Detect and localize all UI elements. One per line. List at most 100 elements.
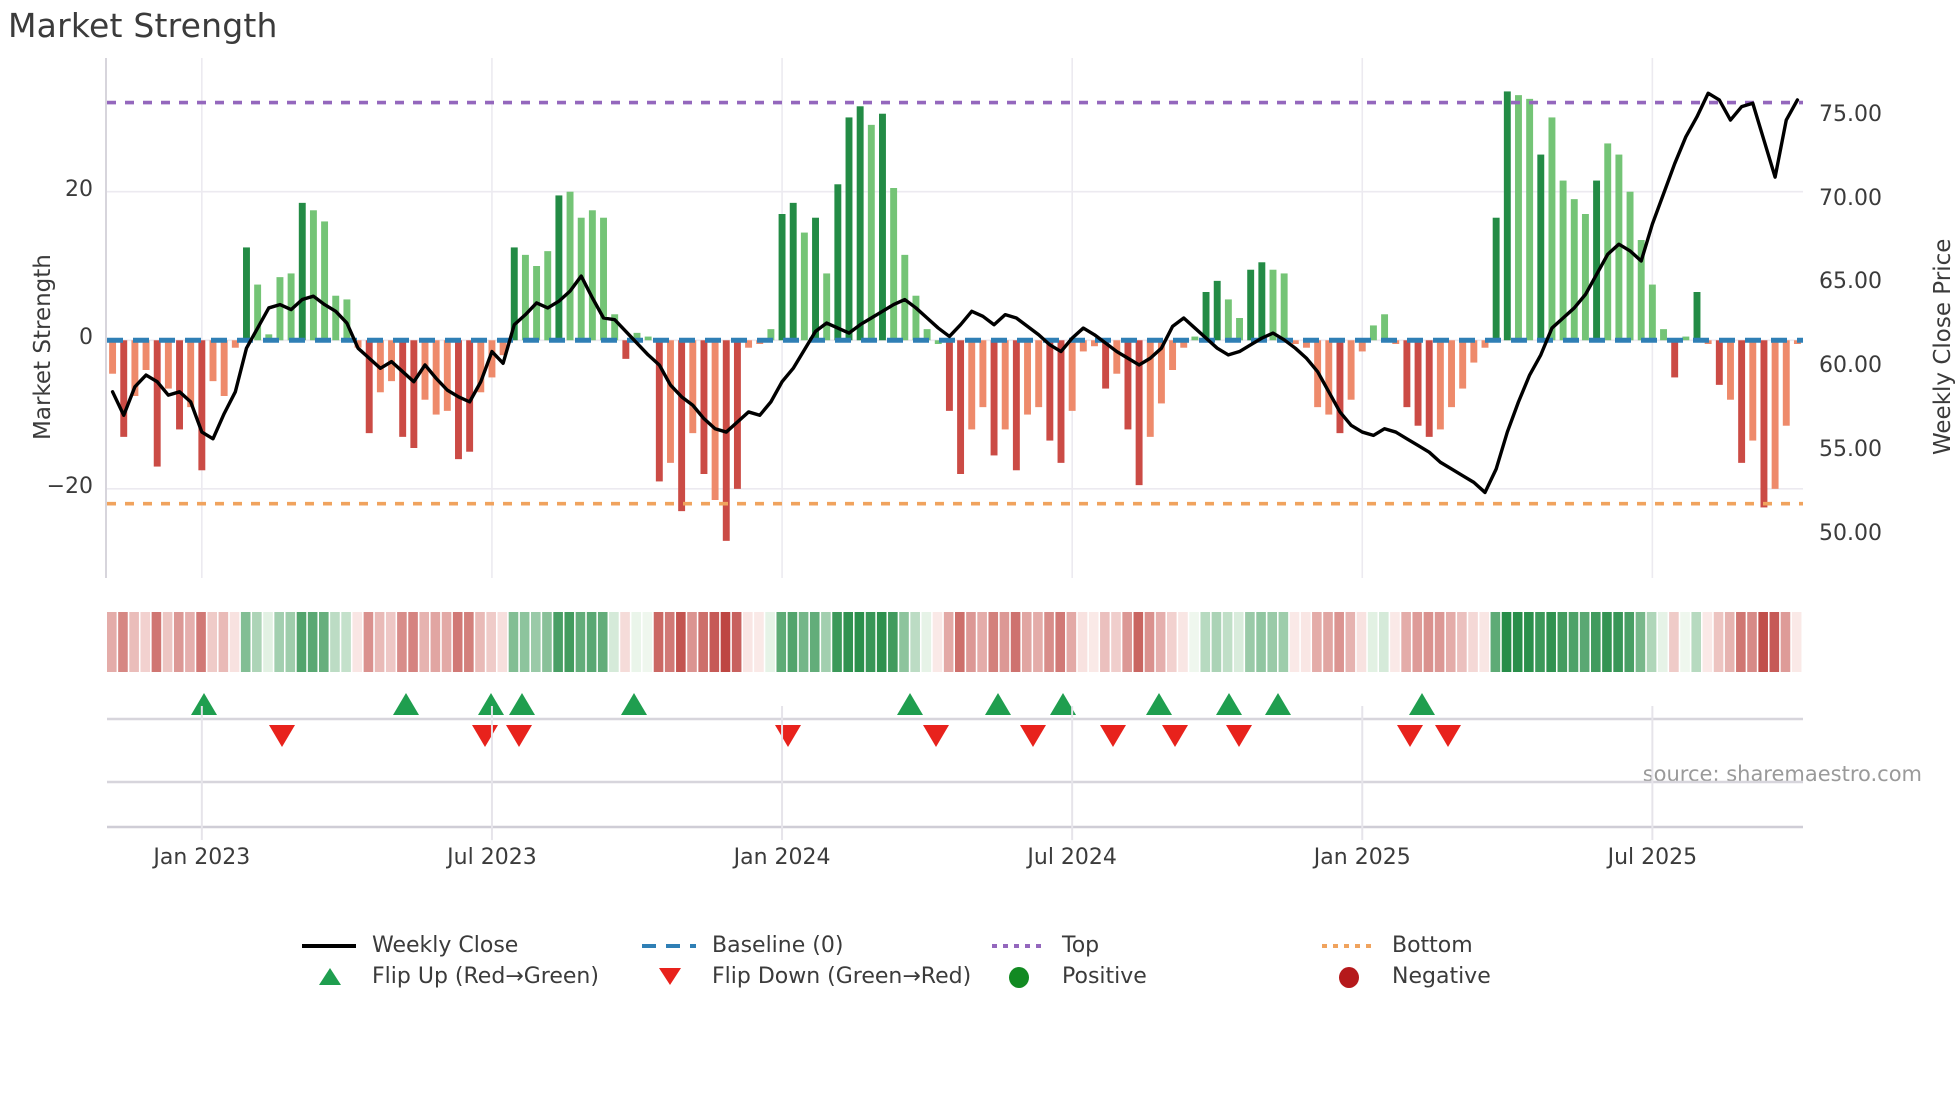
heatmap-cell [754, 612, 764, 672]
flip-up-marker[interactable] [985, 693, 1011, 715]
legend-item[interactable]: Negative [1320, 961, 1660, 992]
strength-bar [231, 340, 239, 348]
dotted-line-icon [992, 943, 1046, 948]
heatmap-cell [341, 612, 351, 672]
legend-item[interactable]: Positive [990, 961, 1320, 992]
heatmap-cell [1267, 612, 1278, 672]
heatmap-cell [664, 612, 675, 672]
heatmap-cell [1423, 612, 1434, 672]
flip-up-marker[interactable] [1216, 693, 1242, 715]
legend-item[interactable]: Top [990, 930, 1320, 961]
heatmap-cell [709, 612, 720, 672]
flip-up-marker[interactable] [191, 693, 217, 715]
flip-down-marker[interactable] [506, 725, 532, 747]
heatmap-cell [1780, 612, 1791, 672]
heatmap-cell [1211, 612, 1222, 672]
flip-down-marker[interactable] [1100, 725, 1126, 747]
strength-bar [1202, 292, 1210, 341]
strength-bar [1727, 340, 1734, 400]
heatmap-cell [1479, 612, 1490, 672]
strength-bar [1336, 340, 1344, 434]
flip-up-marker[interactable] [509, 693, 535, 715]
x-tick: Jul 2024 [1027, 845, 1117, 870]
flip-down-marker[interactable] [775, 725, 801, 747]
heatmap-cell [274, 612, 284, 672]
strength-bar [823, 273, 831, 341]
legend-item[interactable]: Baseline (0) [640, 930, 990, 961]
flip-down-marker[interactable] [1020, 725, 1046, 747]
strength-bar [979, 340, 987, 408]
heatmap-cell [1010, 612, 1021, 672]
heatmap-cell [531, 612, 541, 672]
heatmap-cell [285, 612, 296, 672]
heatmap-cell [977, 612, 987, 672]
strength-bar [410, 340, 418, 448]
flip-up-marker[interactable] [1265, 693, 1291, 715]
legend-dash-icon [990, 933, 1048, 959]
legend-item[interactable]: Weekly Close [300, 930, 640, 961]
heatmap-cell [486, 612, 496, 672]
heatmap-cell [899, 612, 909, 672]
strength-bar [1738, 340, 1746, 463]
strength-bar [1213, 280, 1221, 341]
strength-bar [890, 188, 898, 341]
strength-bar [1169, 340, 1177, 370]
heatmap-cell [698, 612, 708, 672]
flip-up-marker[interactable] [621, 693, 647, 715]
flip-up-marker[interactable] [1050, 693, 1076, 715]
flip-up-marker[interactable] [897, 693, 923, 715]
heatmap-cell [1568, 612, 1579, 672]
y-tick-right: 70.00 [1819, 185, 1882, 211]
strength-bar [1537, 154, 1545, 341]
strength-bar [1068, 340, 1076, 411]
strength-bar [1157, 340, 1165, 404]
strength-bar [622, 340, 630, 359]
heatmap-cell [1245, 612, 1255, 672]
heatmap-cell [821, 612, 831, 672]
strength-bar [588, 210, 596, 341]
flip-down-marker[interactable] [1162, 725, 1188, 747]
strength-bar [1280, 273, 1288, 341]
heatmap-cell [676, 612, 686, 672]
strength-bar [1191, 336, 1199, 341]
legend-triangle-up-icon [300, 964, 358, 990]
heatmap-cell [1066, 612, 1077, 672]
flip-down-marker[interactable] [472, 725, 498, 747]
strength-bar [153, 340, 161, 467]
heatmap-cell [319, 612, 329, 672]
circle-icon [1339, 966, 1359, 988]
flip-down-marker[interactable] [269, 725, 295, 747]
legend-item[interactable]: Bottom [1320, 930, 1660, 961]
heatmap-cell [966, 612, 976, 672]
strength-bar [879, 113, 886, 341]
heatmap-cell [1100, 612, 1110, 672]
heatmap-cell [1669, 612, 1679, 672]
flip-up-marker[interactable] [393, 693, 419, 715]
heatmap-cell [1300, 612, 1311, 672]
legend-label: Flip Down (Green→Red) [712, 964, 972, 989]
flip-down-marker[interactable] [1226, 725, 1252, 747]
heatmap-cell [508, 612, 519, 672]
y-tick-right: 55.00 [1819, 437, 1882, 463]
flip-up-marker[interactable] [1409, 693, 1435, 715]
flip-up-marker[interactable] [1146, 693, 1172, 715]
flip-up-marker[interactable] [478, 693, 504, 715]
strength-bar [800, 232, 808, 341]
heatmap-cell [1412, 612, 1423, 672]
circle-icon [1009, 966, 1029, 988]
strength-bar [1291, 340, 1299, 344]
legend-item[interactable]: Flip Down (Green→Red) [640, 961, 990, 992]
flip-down-marker[interactable] [1435, 725, 1461, 747]
flip-down-marker[interactable] [923, 725, 949, 747]
strength-bar [1091, 340, 1098, 347]
flip-down-marker[interactable] [1397, 725, 1423, 747]
strength-bar [477, 340, 485, 393]
y-tick-left: 20 [65, 176, 93, 202]
heatmap-cell [1635, 612, 1646, 672]
strength-bar [1448, 340, 1455, 408]
strength-bar [220, 340, 228, 396]
legend-item[interactable]: Flip Up (Red→Green) [300, 961, 640, 992]
strength-bar [566, 191, 574, 341]
strength-bar [667, 340, 674, 463]
strength-bar [923, 329, 931, 341]
